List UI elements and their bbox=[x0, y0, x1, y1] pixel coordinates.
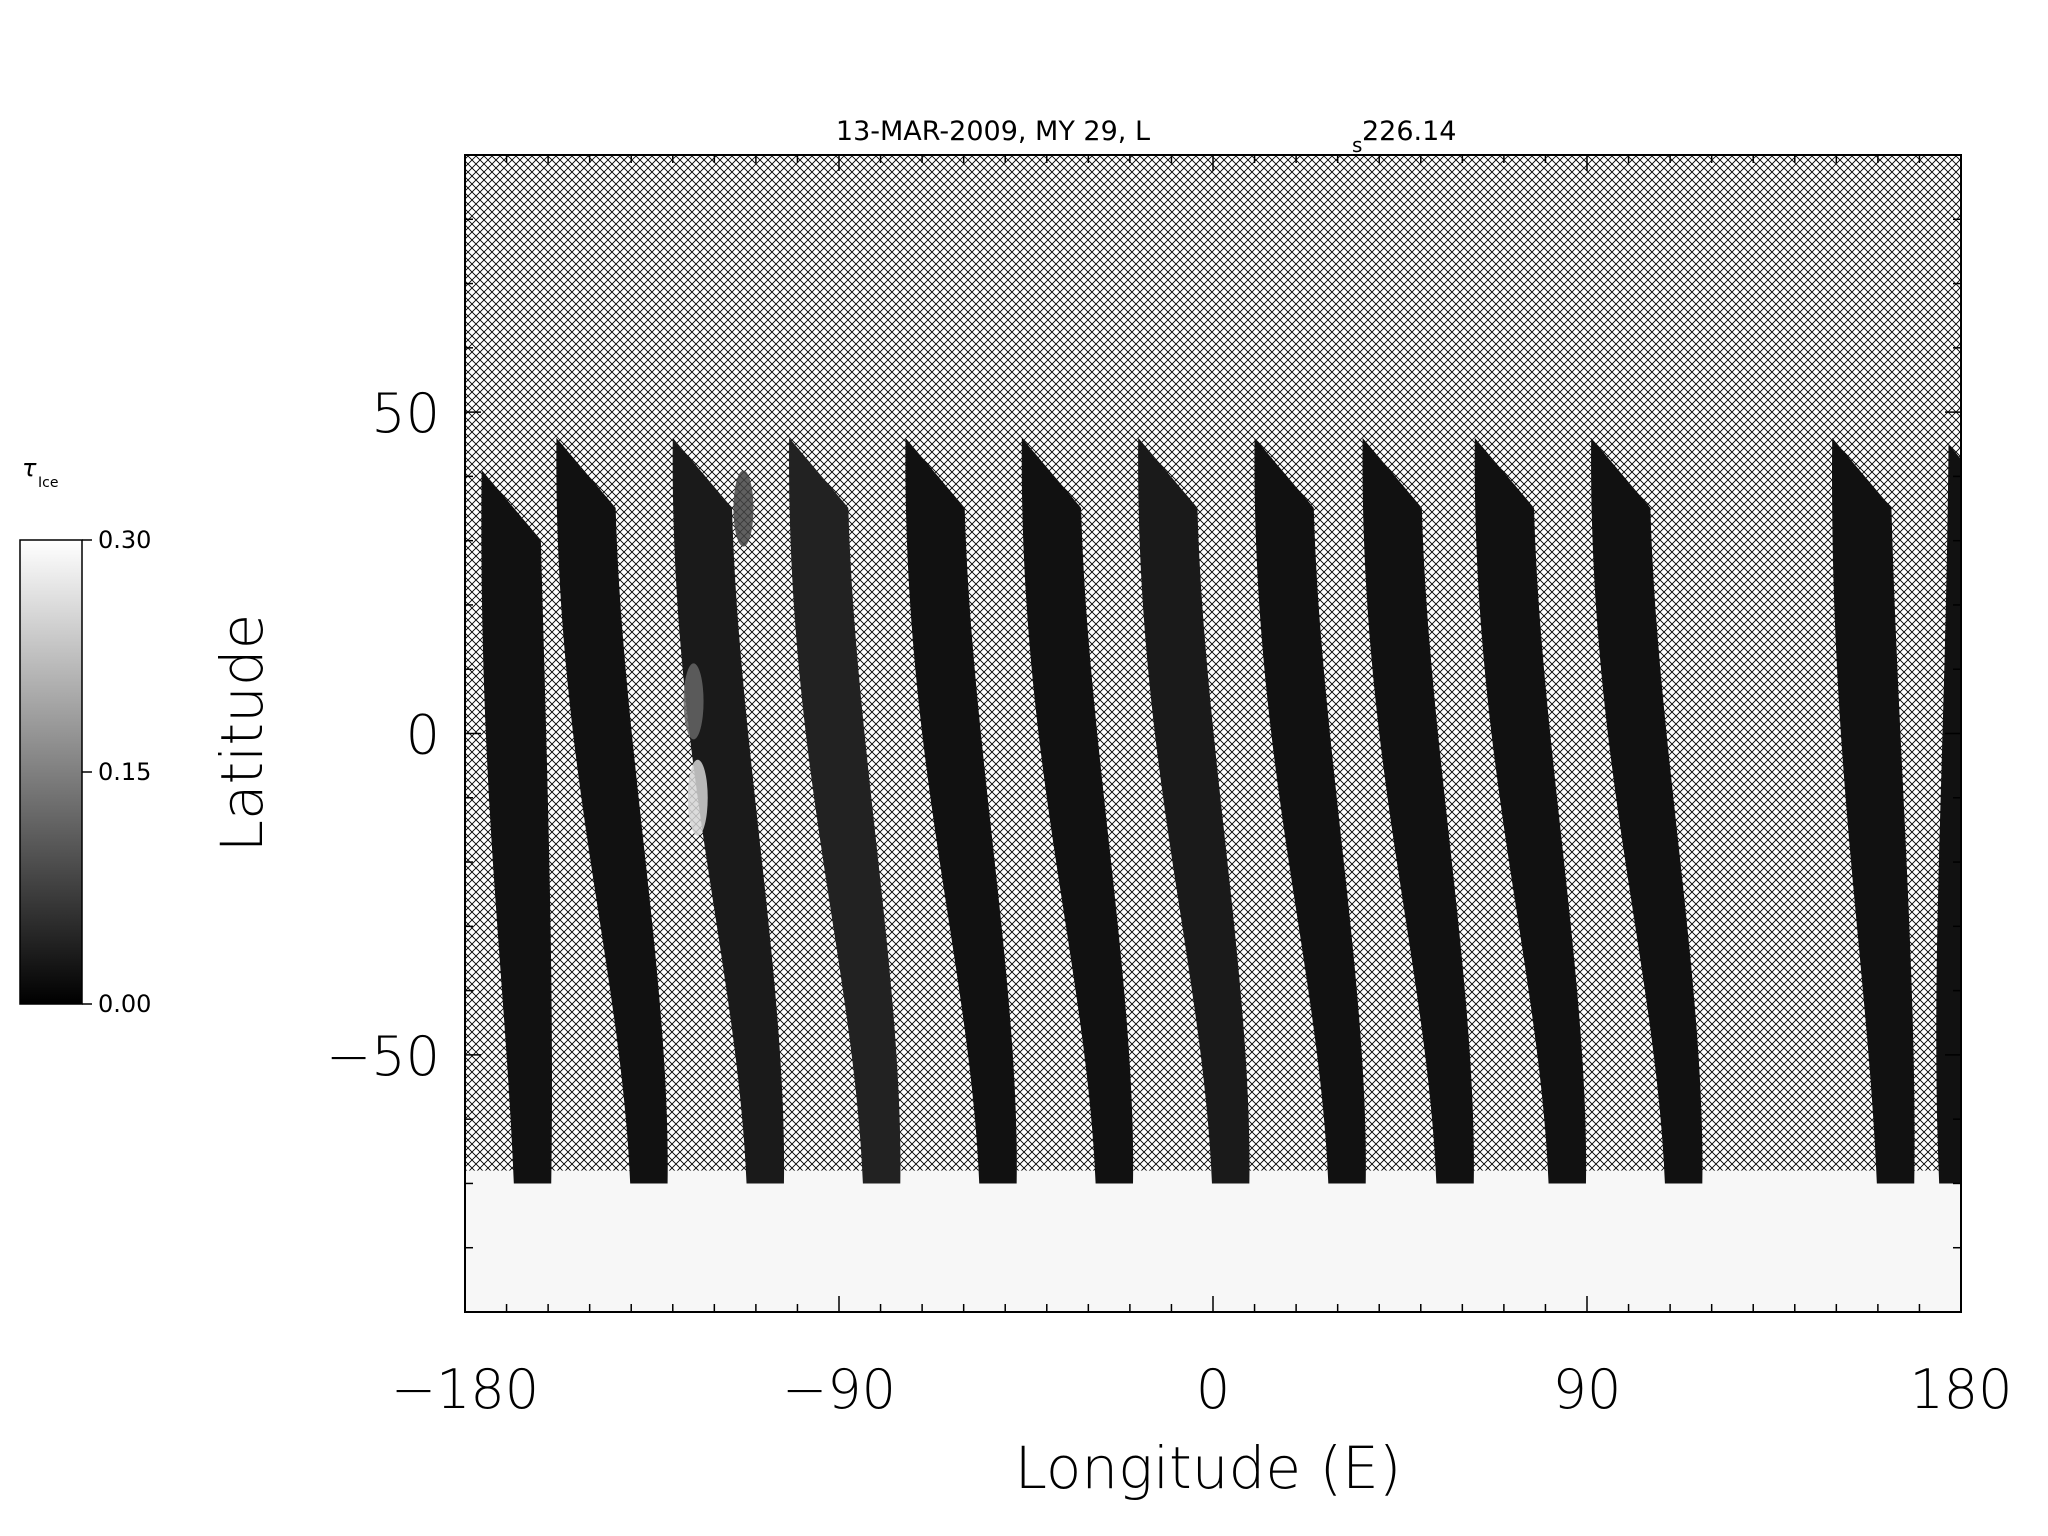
bright-feature-2 bbox=[683, 663, 704, 740]
colorbar-tick-label: 0.00 bbox=[98, 990, 151, 1018]
colorbar-tick-label: 0.15 bbox=[98, 758, 151, 786]
swath-9 bbox=[1362, 437, 1474, 1184]
swath-4 bbox=[789, 437, 901, 1184]
swath-11 bbox=[1591, 437, 1703, 1184]
x-axis-label: Longitude (E) bbox=[1015, 1434, 1402, 1502]
chart-title-suffix: 226.14 bbox=[1362, 116, 1456, 147]
swath-13 bbox=[1936, 444, 1961, 1184]
ticks-layer: −180 −90 0 90 180 −50 0 50 bbox=[326, 154, 2013, 1421]
colorbar-ticks: 0.00 0.15 0.30 bbox=[82, 526, 151, 1018]
data-layer bbox=[465, 437, 1961, 1312]
x-tick-label: 0 bbox=[1196, 1358, 1230, 1421]
colorbar-tick-label: 0.30 bbox=[98, 526, 151, 554]
x-tick-label: 90 bbox=[1553, 1358, 1622, 1421]
x-tick-label: 180 bbox=[1909, 1358, 2012, 1421]
y-tick-label: 0 bbox=[406, 704, 440, 767]
chart-title: 13-MAR-2009, MY 29, L bbox=[836, 116, 1150, 147]
swath-6 bbox=[1021, 437, 1134, 1184]
swath-8 bbox=[1254, 437, 1366, 1184]
swath-7 bbox=[1138, 437, 1250, 1184]
swath-1 bbox=[481, 469, 552, 1184]
swath-10 bbox=[1474, 437, 1587, 1184]
x-tick-label: −180 bbox=[391, 1358, 539, 1421]
swath-12 bbox=[1831, 437, 1915, 1184]
x-tick-label: −90 bbox=[782, 1358, 896, 1421]
swath-5 bbox=[905, 437, 1017, 1184]
chart-title-subscript: s bbox=[1352, 133, 1362, 157]
colorbar bbox=[19, 539, 83, 1005]
colorbar-label-subscript: Ice bbox=[38, 475, 58, 491]
y-tick-label: −50 bbox=[326, 1025, 440, 1088]
swath-2 bbox=[556, 437, 668, 1184]
bright-feature-3 bbox=[733, 470, 754, 547]
polar-ice-region bbox=[465, 1170, 1961, 1312]
bright-feature-1 bbox=[687, 759, 708, 836]
y-axis-label: Latitude bbox=[208, 614, 276, 853]
y-tick-label: 50 bbox=[371, 382, 440, 445]
colorbar-label-symbol: τ bbox=[22, 454, 37, 482]
swath-3 bbox=[672, 437, 785, 1184]
